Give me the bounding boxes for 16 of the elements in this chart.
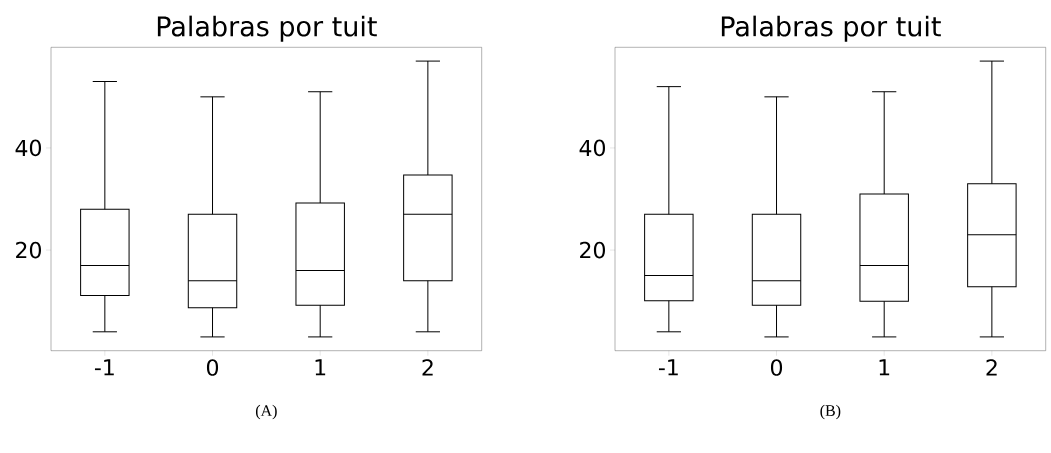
chart-title: Palabras por tuit [157,15,377,42]
text: (B) [820,404,841,420]
x-tick-label: -1 [94,359,114,376]
y-tick-label: 40 [15,139,41,157]
y-tick-label: 20 [16,241,41,259]
y-tick-label: 20 [580,241,605,259]
chart-title: Palabras por tuit [721,15,941,42]
x-tick-label: 1 [315,359,326,376]
x-tick-label: 2 [986,359,997,376]
y-tick-label: 40 [579,139,605,157]
text: (A) [255,404,277,420]
x-tick-label: 1 [879,359,890,376]
x-tick-label: 2 [422,359,433,376]
x-tick-label: 0 [206,359,219,376]
x-tick-label: 0 [770,359,783,376]
x-tick-label: -1 [658,359,678,376]
